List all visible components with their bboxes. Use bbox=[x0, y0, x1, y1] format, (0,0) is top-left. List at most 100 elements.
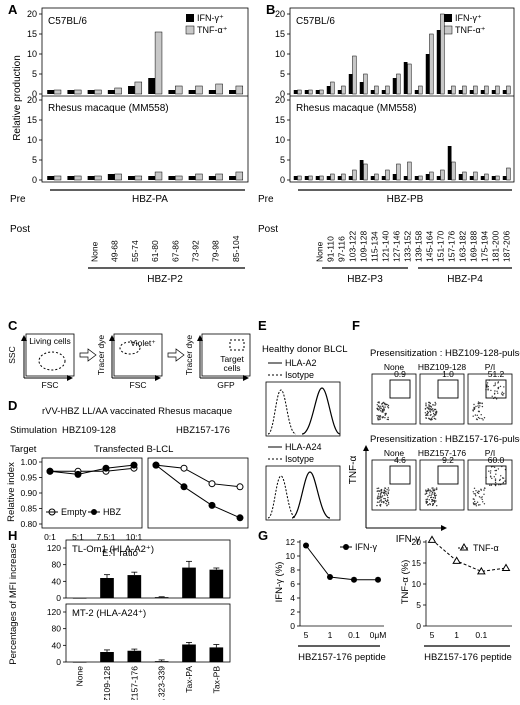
panel-f-dot bbox=[387, 501, 390, 504]
panel-b-top-bar-ifn bbox=[370, 90, 375, 94]
panel-f-dot bbox=[494, 479, 497, 482]
panel-b-top-bar-tnf bbox=[330, 81, 335, 95]
panel-f-row2-col-label: None bbox=[384, 448, 405, 458]
panel-h-top-tick-label: 40 bbox=[52, 576, 62, 586]
panel-f-dot bbox=[426, 492, 428, 494]
panel-d-left-point-hbz bbox=[130, 461, 138, 469]
panel-f-dot bbox=[379, 494, 382, 496]
panel-b-top-bar-ifn bbox=[359, 82, 364, 94]
panel-b-post-tick: None bbox=[315, 241, 325, 262]
panel-f-dot bbox=[472, 491, 474, 493]
panel-b-top-tick-label: 15 bbox=[275, 29, 285, 39]
panel-d-right-point-hbz bbox=[208, 501, 216, 509]
panel-b-bottom-bar-tnf bbox=[440, 169, 445, 181]
panel-a-bottom-bar-tnf bbox=[94, 175, 102, 181]
panel-a-top-bar-tnf bbox=[114, 87, 122, 95]
panel-f-dot bbox=[500, 393, 503, 395]
panel-d-xtick-label: 0:1 bbox=[44, 532, 56, 542]
panel-a-top-tick-label: 20 bbox=[27, 9, 37, 19]
panel-g-left-point bbox=[351, 576, 357, 583]
panel-f-row2-value: 9.2 bbox=[442, 455, 454, 465]
panel-f-dot bbox=[472, 415, 474, 417]
panel-a-bottom-bar-ifn bbox=[148, 176, 156, 180]
panel-h-top-tick-label: 120 bbox=[47, 543, 61, 553]
panel-f-row1-col-label: HBZ109-128 bbox=[418, 362, 466, 372]
panel-a-bottom-bar-tnf bbox=[175, 175, 183, 181]
panel-f-dot bbox=[429, 490, 431, 492]
panel-f-dot bbox=[433, 408, 436, 411]
panel-f-dot bbox=[432, 404, 434, 406]
panel-f-dot bbox=[384, 417, 386, 419]
panel-f-dot bbox=[379, 490, 381, 492]
panel-a-top-tick-label: 15 bbox=[27, 29, 37, 39]
panel-b-bottom-bar-tnf bbox=[385, 169, 390, 181]
panel-b-legend-ifn: IFN-γ⁺ bbox=[455, 13, 482, 23]
panel-d-xtick-label: 7.5:1 bbox=[97, 532, 116, 542]
gate-label-2: Violet⁺ bbox=[130, 338, 156, 348]
panel-h-bottom-tick-label: 40 bbox=[52, 640, 62, 650]
panel-f-dot bbox=[487, 385, 489, 388]
panel-f-dot bbox=[474, 493, 477, 495]
panel-f-dot bbox=[385, 403, 388, 406]
panel-f-dot bbox=[431, 418, 433, 421]
panel-f-dot bbox=[435, 494, 437, 496]
panel-h-top-bar bbox=[127, 575, 142, 598]
panel-b-post-tick: 115-134 bbox=[370, 231, 380, 262]
panel-f-dot bbox=[377, 496, 379, 498]
panel-f-dot bbox=[383, 489, 386, 492]
panel-f-dot bbox=[431, 416, 434, 418]
panel-h-xtick-label: Tax-PA bbox=[184, 666, 194, 693]
panel-f-dot bbox=[383, 497, 385, 500]
panel-d-legend-empty: Empty bbox=[61, 507, 87, 517]
panel-f-dot bbox=[475, 495, 477, 497]
panel-f-dot bbox=[486, 382, 489, 384]
panel-a-post-tick: 85-104 bbox=[231, 235, 241, 262]
panel-d-xtick-label: 5:1 bbox=[72, 532, 84, 542]
panel-f-dot bbox=[494, 384, 496, 386]
panel-f-dot bbox=[476, 414, 478, 416]
gate-ylabel-3: Tracer dye bbox=[184, 335, 194, 376]
panel-a-bottom-bar-tnf bbox=[53, 175, 62, 181]
panel-d-right-line-empty bbox=[155, 464, 241, 488]
panel-f-dot bbox=[497, 387, 499, 390]
panel-f-dot bbox=[493, 466, 496, 468]
panel-f-dot bbox=[494, 390, 496, 392]
panel-b-top-bar-ifn bbox=[403, 62, 408, 94]
panel-g-left-tick-label: 2 bbox=[290, 607, 295, 617]
panel-e-hist1-isotype bbox=[267, 389, 297, 435]
panel-f-row1-gate bbox=[389, 379, 411, 399]
panel-f-dot bbox=[475, 503, 477, 505]
panel-f-dot bbox=[494, 481, 497, 484]
panel-b-bottom-bar-ifn bbox=[326, 176, 331, 180]
panel-f-dot bbox=[376, 404, 378, 406]
panel-b-top-bar-ifn bbox=[480, 90, 485, 94]
panel-f-row1-value: 0.9 bbox=[394, 369, 406, 379]
panel-f-dot bbox=[433, 500, 435, 502]
panel-b-top-bar-ifn bbox=[392, 78, 397, 94]
panel-h-top-bar bbox=[154, 597, 169, 598]
panel-e-hist2-hla bbox=[291, 471, 331, 519]
panel-d-right-point-empty bbox=[208, 480, 216, 488]
panel-b-bottom-bar-tnf bbox=[451, 161, 456, 181]
panel-f-dot bbox=[426, 490, 428, 493]
panel-d-stim-label: Stimulation bbox=[10, 425, 57, 436]
panel-f-dot bbox=[489, 472, 492, 474]
panel-d-right-line-hbz bbox=[155, 464, 241, 519]
panel-a-post-tick: None bbox=[90, 241, 100, 262]
panel-e-hist2-frame bbox=[265, 465, 341, 521]
panel-g-left-point bbox=[303, 542, 309, 549]
panel-f-ylabel: TNF-α bbox=[348, 456, 359, 485]
panel-e-title: Healthy donor BLCL bbox=[262, 344, 348, 355]
panel-b-bottom-bar-tnf bbox=[506, 167, 511, 181]
panel-a: Relative production 20 15 10 5 0 20 15 10 5 0 C5… bbox=[10, 7, 249, 285]
panel-g-right-xlabel: HBZ157-176 peptide bbox=[424, 652, 512, 663]
panel-b-bottom-bar-ifn bbox=[403, 176, 408, 180]
panel-f-dot bbox=[382, 408, 384, 411]
panel-f-dot bbox=[429, 503, 431, 506]
panel-e-legend1-a: HLA-A2 bbox=[285, 358, 317, 368]
panel-b-top-bar-ifn bbox=[458, 90, 463, 94]
panel-f-dot bbox=[482, 501, 484, 503]
panel-b-post-tick: 187-206 bbox=[502, 231, 512, 262]
panel-d-tick-label: 0.90 bbox=[20, 488, 37, 498]
panel-f-dot bbox=[377, 490, 379, 492]
